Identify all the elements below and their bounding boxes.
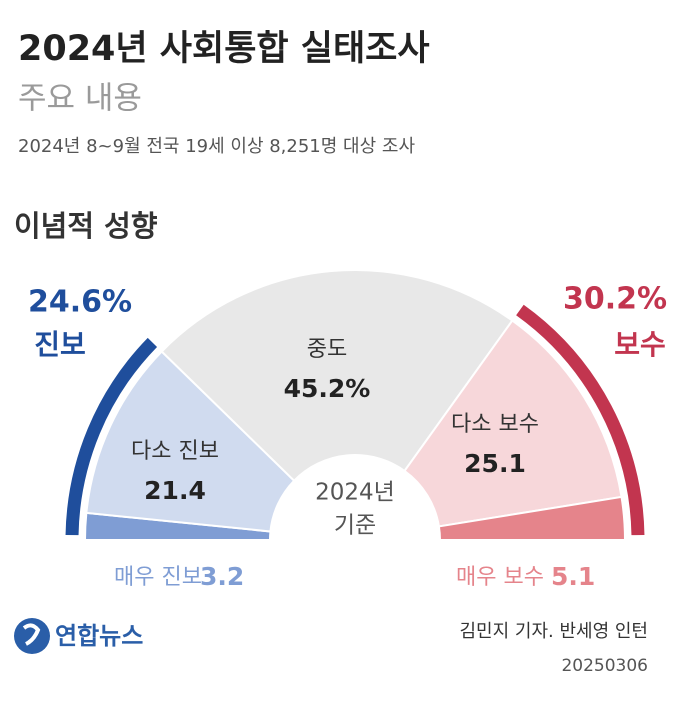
category-label: 중도 (307, 337, 347, 362)
group-value-label: 24.6% (28, 285, 132, 320)
note: 2024년 8~9월 전국 19세 이상 8,251명 대상 조사 (18, 136, 415, 157)
group-name: 보수 (614, 328, 666, 361)
slice (160, 269, 514, 483)
group-name: 진보 (34, 328, 86, 361)
source: 연합뉴스 (55, 622, 143, 650)
section-title: 이념적 성향 (14, 209, 158, 243)
title: 2024년 사회통합 실태조사 (18, 29, 430, 69)
center-label: 기준 (334, 513, 376, 539)
subtitle: 주요 내용 (18, 81, 142, 117)
category-label: 다소 보수 (451, 412, 539, 437)
slice (437, 495, 627, 541)
value-label: 21.4 (144, 476, 206, 505)
center-label: 2024년 (315, 480, 395, 506)
slice (403, 319, 623, 528)
value-label: 5.1 (551, 562, 595, 591)
group-arc (65, 337, 158, 536)
credit: 김민지 기자. 반세영 인턴 (460, 621, 649, 642)
value-label: 45.2% (284, 374, 371, 403)
category-label: 매우 진보 (114, 565, 202, 590)
value-label: 3.2 (200, 562, 244, 591)
logo (14, 618, 50, 654)
date: 20250306 (561, 656, 648, 676)
category-label: 매우 보수 (456, 565, 544, 590)
category-label: 다소 진보 (131, 439, 219, 464)
group-value-label: 30.2% (563, 282, 667, 317)
group-arc (516, 304, 645, 536)
slice (85, 350, 296, 533)
value-label: 25.1 (464, 449, 526, 478)
